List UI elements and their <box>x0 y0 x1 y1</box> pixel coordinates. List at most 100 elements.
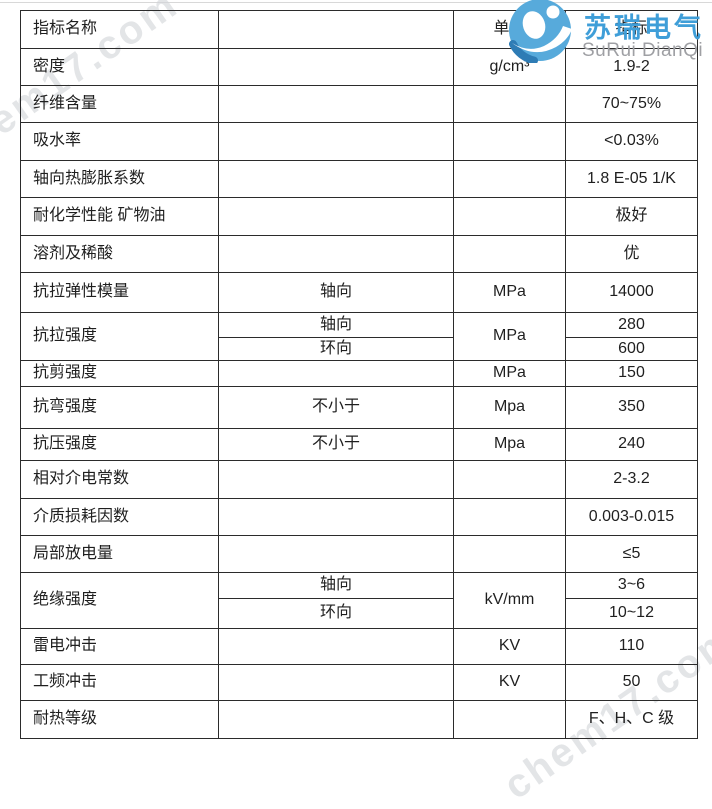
spec-name-cell: 耐化学性能 矿物油 <box>20 197 219 236</box>
condition-cell: 环向 <box>218 337 454 361</box>
condition-cell: 轴向 <box>218 572 454 599</box>
condition-cell <box>218 535 454 573</box>
condition-cell: 不小于 <box>218 428 454 461</box>
value-cell: 14000 <box>565 272 698 313</box>
value-cell: 600 <box>565 337 698 361</box>
spec-name-cell: 工频冲击 <box>20 664 219 701</box>
value-cell: 优 <box>565 235 698 273</box>
spec-name-cell: 抗弯强度 <box>20 386 219 429</box>
table-row-split: 抗拉强度 轴向 MPa 280 <box>20 312 698 361</box>
unit-cell: MPa <box>453 272 566 313</box>
unit-cell: KV <box>453 628 566 665</box>
condition-cell <box>218 664 454 701</box>
unit-cell: MPa <box>453 312 566 361</box>
spec-name-cell: 轴向热膨胀系数 <box>20 160 219 198</box>
spec-name-cell: 吸水率 <box>20 122 219 161</box>
unit-cell: KV <box>453 664 566 701</box>
value-cell: 极好 <box>565 197 698 236</box>
table-row: 溶剂及稀酸 优 <box>20 235 698 273</box>
value-cell: 1.8 E-05 1/K <box>565 160 698 198</box>
table-row: 相对介电常数 2-3.2 <box>20 460 698 499</box>
value-cell: 240 <box>565 428 698 461</box>
spec-name-cell: 耐热等级 <box>20 700 219 739</box>
table-row: 耐化学性能 矿物油 极好 <box>20 197 698 236</box>
table-row: 抗剪强度 MPa 150 <box>20 360 698 387</box>
value-cell: 110 <box>565 628 698 665</box>
table-row: 抗压强度 不小于 Mpa 240 <box>20 428 698 461</box>
header-cond <box>218 10 454 49</box>
condition-cell <box>218 700 454 739</box>
unit-cell: Mpa <box>453 428 566 461</box>
unit-cell <box>453 235 566 273</box>
spec-table: 指标名称 单位 指标 密度 g/cm³ 1.9-2 纤维含量 70~75% 吸水… <box>20 10 698 739</box>
table-row: 纤维含量 70~75% <box>20 85 698 123</box>
unit-cell <box>453 498 566 536</box>
spec-name-cell: 抗拉强度 <box>20 312 219 361</box>
condition-cell <box>218 360 454 387</box>
unit-cell <box>453 460 566 499</box>
unit-cell: MPa <box>453 360 566 387</box>
spec-name-cell: 抗压强度 <box>20 428 219 461</box>
table-row: 轴向热膨胀系数 1.8 E-05 1/K <box>20 160 698 198</box>
table-row: 耐热等级 F、H、C 级 <box>20 700 698 739</box>
value-cell: F、H、C 级 <box>565 700 698 739</box>
condition-cell: 环向 <box>218 598 454 629</box>
table-row-split: 环向 10~12 <box>21 598 698 629</box>
condition-cell <box>218 498 454 536</box>
condition-cell <box>218 628 454 665</box>
table-row: 抗拉弹性模量 轴向 MPa 14000 <box>20 272 698 313</box>
spec-name-cell: 相对介电常数 <box>20 460 219 499</box>
logo-english-name: SuRui DianQi <box>582 40 704 61</box>
table-row: 介质损耗因数 0.003-0.015 <box>20 498 698 536</box>
condition-cell: 轴向 <box>218 312 454 338</box>
spec-name-cell: 局部放电量 <box>20 535 219 573</box>
spec-name-cell: 抗拉弹性模量 <box>20 272 219 313</box>
value-cell: 50 <box>565 664 698 701</box>
spec-name-cell: 雷电冲击 <box>20 628 219 665</box>
table-row-split: 绝缘强度 轴向 kV/mm 3~6 <box>20 572 698 629</box>
condition-cell <box>218 122 454 161</box>
value-cell: 280 <box>565 312 698 338</box>
table-row-split: 环向 600 <box>21 337 698 361</box>
table-row: 局部放电量 ≤5 <box>20 535 698 573</box>
condition-cell <box>218 197 454 236</box>
value-cell: 2-3.2 <box>565 460 698 499</box>
condition-cell <box>218 85 454 123</box>
spec-name-cell: 抗剪强度 <box>20 360 219 387</box>
value-cell: ≤5 <box>565 535 698 573</box>
unit-cell <box>453 85 566 123</box>
value-cell: <0.03% <box>565 122 698 161</box>
condition-cell: 轴向 <box>218 272 454 313</box>
table-row: 吸水率 <0.03% <box>20 122 698 161</box>
table-row: 工频冲击 KV 50 <box>20 664 698 701</box>
condition-cell <box>218 460 454 499</box>
unit-cell: kV/mm <box>453 572 566 629</box>
spec-name-cell: 绝缘强度 <box>20 572 219 629</box>
surui-logo-icon <box>509 0 572 63</box>
spec-name-cell: 密度 <box>20 48 219 86</box>
value-cell: 3~6 <box>565 572 698 599</box>
unit-cell <box>453 160 566 198</box>
spec-name-cell: 纤维含量 <box>20 85 219 123</box>
unit-cell <box>453 700 566 739</box>
unit-cell <box>453 122 566 161</box>
table-row: 密度 g/cm³ 1.9-2 <box>20 48 698 86</box>
logo-chinese-name: 苏瑞电气 <box>584 13 704 43</box>
value-cell: 70~75% <box>565 85 698 123</box>
table-row: 抗弯强度 不小于 Mpa 350 <box>20 386 698 429</box>
table-row: 雷电冲击 KV 110 <box>20 628 698 665</box>
unit-cell <box>453 197 566 236</box>
value-cell: 150 <box>565 360 698 387</box>
spec-name-cell: 介质损耗因数 <box>20 498 219 536</box>
condition-cell <box>218 235 454 273</box>
header-name: 指标名称 <box>20 10 219 49</box>
condition-cell <box>218 160 454 198</box>
unit-cell: Mpa <box>453 386 566 429</box>
condition-cell <box>218 48 454 86</box>
spec-name-cell: 溶剂及稀酸 <box>20 235 219 273</box>
photo-top-edge <box>0 2 712 3</box>
condition-cell: 不小于 <box>218 386 454 429</box>
value-cell: 10~12 <box>565 598 698 629</box>
unit-cell <box>453 535 566 573</box>
value-cell: 0.003-0.015 <box>565 498 698 536</box>
